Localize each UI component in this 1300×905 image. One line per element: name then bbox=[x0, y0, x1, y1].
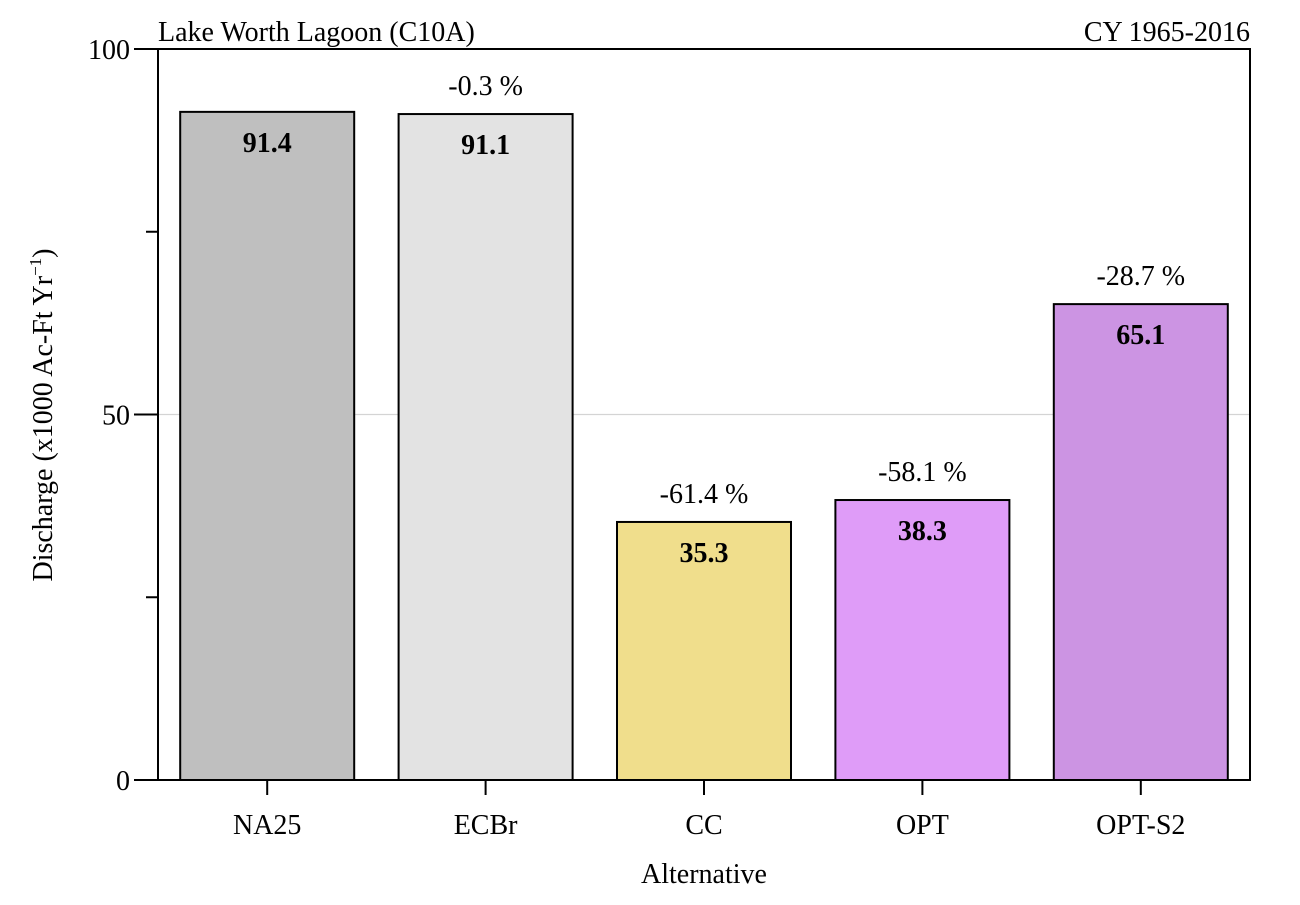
x-axis-label: Alternative bbox=[641, 859, 767, 890]
x-tick-label: OPT bbox=[896, 810, 949, 841]
bar-value-label: 35.3 bbox=[680, 538, 729, 569]
x-tick-label: NA25 bbox=[233, 810, 301, 841]
bar-value-label: 91.4 bbox=[243, 128, 292, 159]
pct-change-label: -58.1 % bbox=[878, 457, 967, 488]
bar-opt-s2 bbox=[1052, 303, 1229, 781]
y-tick-label: 100 bbox=[88, 35, 130, 66]
x-tick-label: ECBr bbox=[454, 810, 518, 841]
x-tick-label: CC bbox=[685, 810, 722, 841]
bar-cc bbox=[616, 520, 792, 781]
pct-change-label: -28.7 % bbox=[1096, 261, 1185, 292]
y-tick-label: 50 bbox=[102, 401, 130, 432]
pct-change-label: -61.4 % bbox=[660, 479, 749, 510]
chart-title-right: CY 1965-2016 bbox=[1084, 17, 1250, 48]
y-axis-label: Discharge (x1000 Ac-Ft Yr−1) bbox=[26, 248, 59, 581]
y-tick-label: 0 bbox=[116, 766, 130, 797]
bar-na25 bbox=[179, 110, 356, 781]
bar-value-label: 38.3 bbox=[898, 516, 947, 547]
bar-value-label: 65.1 bbox=[1116, 320, 1165, 351]
bar-ecbr bbox=[397, 113, 574, 781]
plot-frame bbox=[157, 48, 1251, 781]
bar-value-label: 91.1 bbox=[461, 130, 510, 161]
chart-title-left: Lake Worth Lagoon (C10A) bbox=[158, 17, 475, 48]
pct-change-label: -0.3 % bbox=[448, 71, 523, 102]
x-tick-label: OPT-S2 bbox=[1096, 810, 1185, 841]
